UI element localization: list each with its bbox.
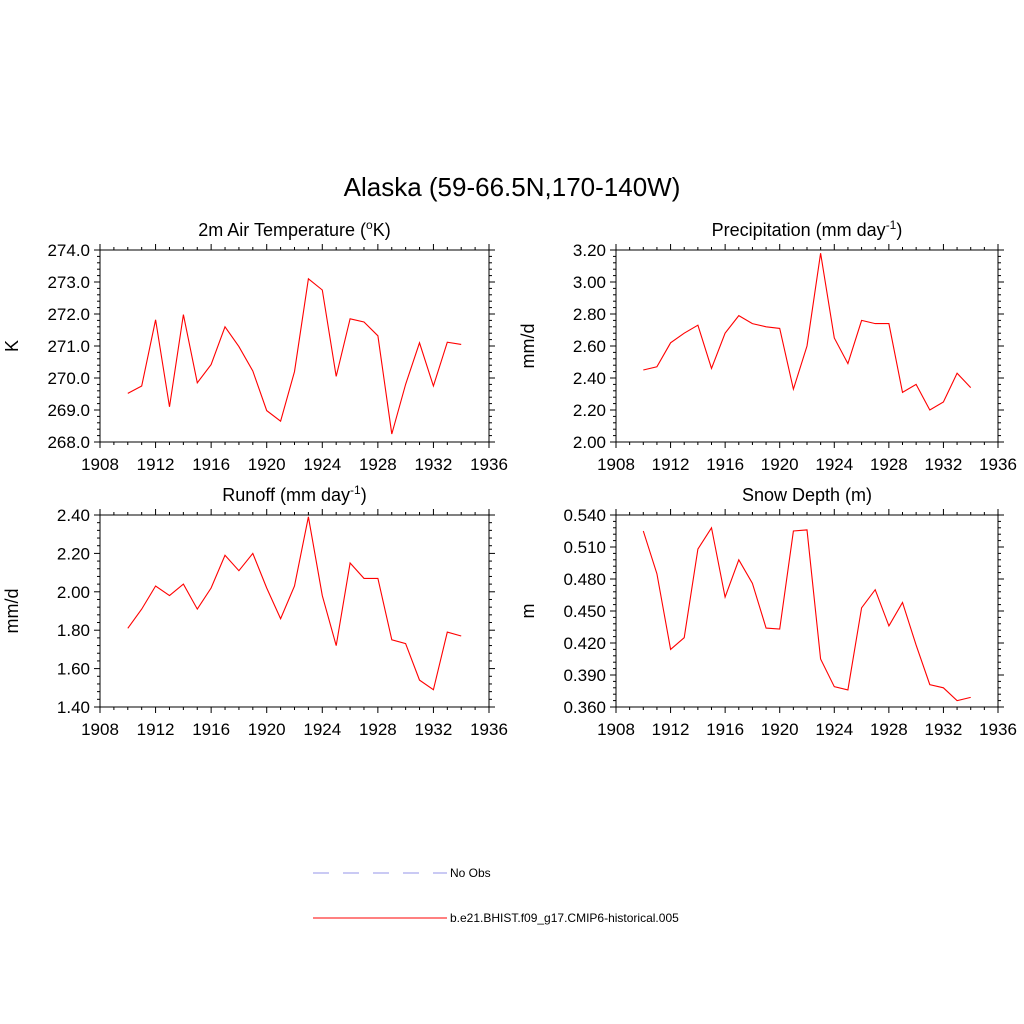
x-tick-label: 1920 — [248, 455, 286, 474]
x-tick-label: 1916 — [192, 720, 230, 739]
y-tick-label: 2.40 — [57, 506, 90, 525]
y-tick-label: 0.510 — [563, 538, 606, 557]
y-axis-label-precipitation: mm/d — [518, 324, 538, 369]
y-tick-label: 0.390 — [563, 666, 606, 685]
x-tick-label: 1920 — [761, 720, 799, 739]
y-tick-label: 0.480 — [563, 570, 606, 589]
x-tick-label: 1912 — [652, 720, 690, 739]
legend: No Obs b.e21.BHIST.f09_g17.CMIP6-histori… — [313, 866, 679, 925]
y-axis-label-snow-depth: m — [518, 604, 538, 619]
y-tick-label: 274.0 — [47, 241, 90, 260]
y-tick-label: 1.60 — [57, 660, 90, 679]
x-tick-label: 1932 — [415, 455, 453, 474]
plot-frame — [615, 514, 999, 708]
x-tick-label: 1916 — [706, 455, 744, 474]
x-tick-label: 1924 — [815, 720, 853, 739]
y-tick-label: 270.0 — [47, 369, 90, 388]
y-tick-label: 2.20 — [57, 544, 90, 563]
x-tick-label: 1912 — [137, 720, 175, 739]
y-tick-label: 0.450 — [563, 602, 606, 621]
x-tick-label: 1928 — [870, 720, 908, 739]
x-tick-label: 1908 — [81, 455, 119, 474]
x-tick-label: 1928 — [870, 455, 908, 474]
x-tick-label: 1928 — [359, 455, 397, 474]
y-tick-label: 2.80 — [573, 305, 606, 324]
legend-label-no-obs: No Obs — [450, 866, 491, 880]
x-tick-label: 1928 — [359, 720, 397, 739]
y-tick-label: 0.420 — [563, 634, 606, 653]
y-tick-label: 268.0 — [47, 433, 90, 452]
y-tick-label: 272.0 — [47, 305, 90, 324]
y-tick-label: 273.0 — [47, 273, 90, 292]
x-tick-label: 1924 — [303, 720, 341, 739]
legend-label-model: b.e21.BHIST.f09_g17.CMIP6-historical.005 — [450, 911, 679, 925]
x-tick-label: 1908 — [597, 720, 635, 739]
panel-temperature: 2m Air Temperature (oK) K 268.0 269.0 270.0 2… — [2, 218, 508, 474]
y-tick-label: 1.40 — [57, 698, 90, 717]
y-tick-label: 3.20 — [573, 241, 606, 260]
y-axis-label-runoff: mm/d — [2, 589, 22, 634]
x-tick-label: 1936 — [979, 455, 1017, 474]
y-tick-label: 2.60 — [573, 337, 606, 356]
y-tick-label: 2.20 — [573, 401, 606, 420]
plot-frame — [99, 249, 490, 443]
figure-title: Alaska (59-66.5N,170-140W) — [344, 172, 681, 202]
panel-title-snow-depth: Snow Depth (m) — [742, 485, 872, 505]
x-tick-label: 1916 — [706, 720, 744, 739]
series-line-runoff — [127, 516, 462, 691]
panel-runoff: Runoff (mm day-1) mm/d 1.40 1.60 1.80 2.00 2.2… — [2, 483, 508, 739]
y-tick-label: 2.00 — [573, 433, 606, 452]
series-line-snow-depth — [642, 526, 971, 702]
y-tick-label: 2.00 — [57, 583, 90, 602]
panel-title-runoff: Runoff (mm day-1) — [222, 483, 366, 505]
y-tick-label: 269.0 — [47, 401, 90, 420]
x-tick-label: 1932 — [925, 455, 963, 474]
x-tick-label: 1912 — [137, 455, 175, 474]
series-line-precipitation — [643, 253, 972, 411]
x-tick-label: 1936 — [979, 720, 1017, 739]
y-tick-label: 1.80 — [57, 621, 90, 640]
x-tick-label: 1936 — [470, 455, 508, 474]
y-tick-label: 2.40 — [573, 369, 606, 388]
x-tick-label: 1908 — [597, 455, 635, 474]
y-tick-label: 3.00 — [573, 273, 606, 292]
x-tick-label: 1920 — [248, 720, 286, 739]
x-tick-label: 1924 — [815, 455, 853, 474]
y-axis-label-temperature: K — [2, 340, 22, 352]
panel-snow-depth: Snow Depth (m) m 0.360 0.390 0.420 0.450 0.480… — [518, 485, 1017, 739]
series-line-temperature — [127, 277, 462, 435]
x-tick-label: 1932 — [925, 720, 963, 739]
x-tick-label: 1936 — [470, 720, 508, 739]
x-tick-label: 1916 — [192, 455, 230, 474]
panel-title-temperature: 2m Air Temperature (oK) — [198, 218, 390, 240]
y-tick-label: 271.0 — [47, 337, 90, 356]
x-tick-label: 1912 — [652, 455, 690, 474]
panel-precipitation: Precipitation (mm day-1) mm/d 2.00 2.20 2.40… — [518, 218, 1017, 474]
plot-frame — [99, 514, 490, 708]
y-tick-label: 0.360 — [563, 698, 606, 717]
x-tick-label: 1920 — [761, 455, 799, 474]
x-tick-label: 1924 — [303, 455, 341, 474]
y-tick-label: 0.540 — [563, 506, 606, 525]
x-tick-label: 1908 — [81, 720, 119, 739]
panel-title-precipitation: Precipitation (mm day-1) — [712, 218, 903, 240]
x-tick-label: 1932 — [415, 720, 453, 739]
